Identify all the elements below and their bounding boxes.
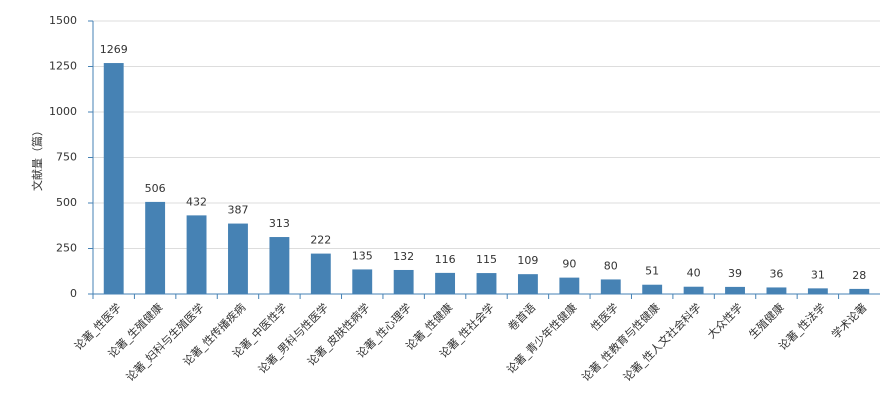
value-label: 132 bbox=[393, 250, 414, 263]
x-tick-label: 论著_男科与性医学 bbox=[255, 300, 331, 376]
y-tick-label: 0 bbox=[70, 287, 77, 300]
value-label: 80 bbox=[604, 259, 618, 272]
value-label: 135 bbox=[352, 249, 373, 262]
x-tick-label: 论著_妇科与生殖医学 bbox=[123, 300, 207, 384]
value-label: 387 bbox=[227, 204, 248, 217]
value-label: 31 bbox=[811, 268, 825, 281]
bar bbox=[476, 273, 497, 294]
value-label: 1269 bbox=[100, 43, 128, 56]
y-tick-label: 1000 bbox=[49, 105, 77, 118]
value-label: 313 bbox=[269, 217, 290, 230]
bar bbox=[807, 288, 828, 294]
bar bbox=[559, 277, 580, 294]
x-tick-label: 生殖健康 bbox=[746, 300, 787, 341]
y-tick-label: 250 bbox=[56, 242, 77, 255]
y-tick-label: 1500 bbox=[49, 14, 77, 27]
bar bbox=[849, 288, 870, 294]
bar bbox=[145, 201, 166, 294]
bar bbox=[435, 272, 456, 294]
bar bbox=[228, 223, 248, 294]
value-label: 39 bbox=[728, 267, 742, 280]
value-label: 115 bbox=[476, 253, 497, 266]
bar bbox=[725, 286, 745, 294]
bar bbox=[642, 284, 663, 294]
bar bbox=[600, 279, 621, 294]
bar bbox=[683, 286, 704, 294]
bar bbox=[310, 253, 331, 294]
value-label: 90 bbox=[562, 258, 576, 271]
value-label: 51 bbox=[645, 265, 659, 278]
bar bbox=[517, 274, 538, 294]
y-tick-label: 1250 bbox=[49, 60, 77, 73]
value-label: 506 bbox=[145, 182, 166, 195]
bar bbox=[766, 287, 787, 294]
value-label: 222 bbox=[310, 234, 331, 247]
bar bbox=[186, 215, 207, 294]
y-tick-label: 750 bbox=[56, 151, 77, 164]
value-label: 28 bbox=[852, 269, 866, 282]
y-tick-label: 500 bbox=[56, 196, 77, 209]
value-label: 116 bbox=[435, 253, 456, 266]
value-label: 40 bbox=[687, 267, 701, 280]
x-tick-label: 论著_性教育与性健康 bbox=[579, 300, 663, 384]
x-tick-label: 论著_青少年性健康 bbox=[504, 300, 580, 376]
value-label: 109 bbox=[517, 254, 538, 267]
x-tick-label: 学术论著 bbox=[829, 300, 870, 341]
x-tick-label: 卷首语 bbox=[505, 300, 538, 333]
value-label: 36 bbox=[769, 267, 783, 280]
y-axis-title: 文献量（篇） bbox=[30, 125, 44, 191]
x-tick-label: 论著_性人文社会科学 bbox=[620, 300, 704, 384]
x-tick-label: 大众性学 bbox=[704, 300, 745, 341]
bar bbox=[269, 237, 290, 294]
value-label: 432 bbox=[186, 195, 207, 208]
x-tick-label: 性医学 bbox=[588, 300, 621, 333]
bar bbox=[393, 269, 414, 294]
bar bbox=[103, 63, 124, 295]
bar bbox=[352, 269, 373, 294]
